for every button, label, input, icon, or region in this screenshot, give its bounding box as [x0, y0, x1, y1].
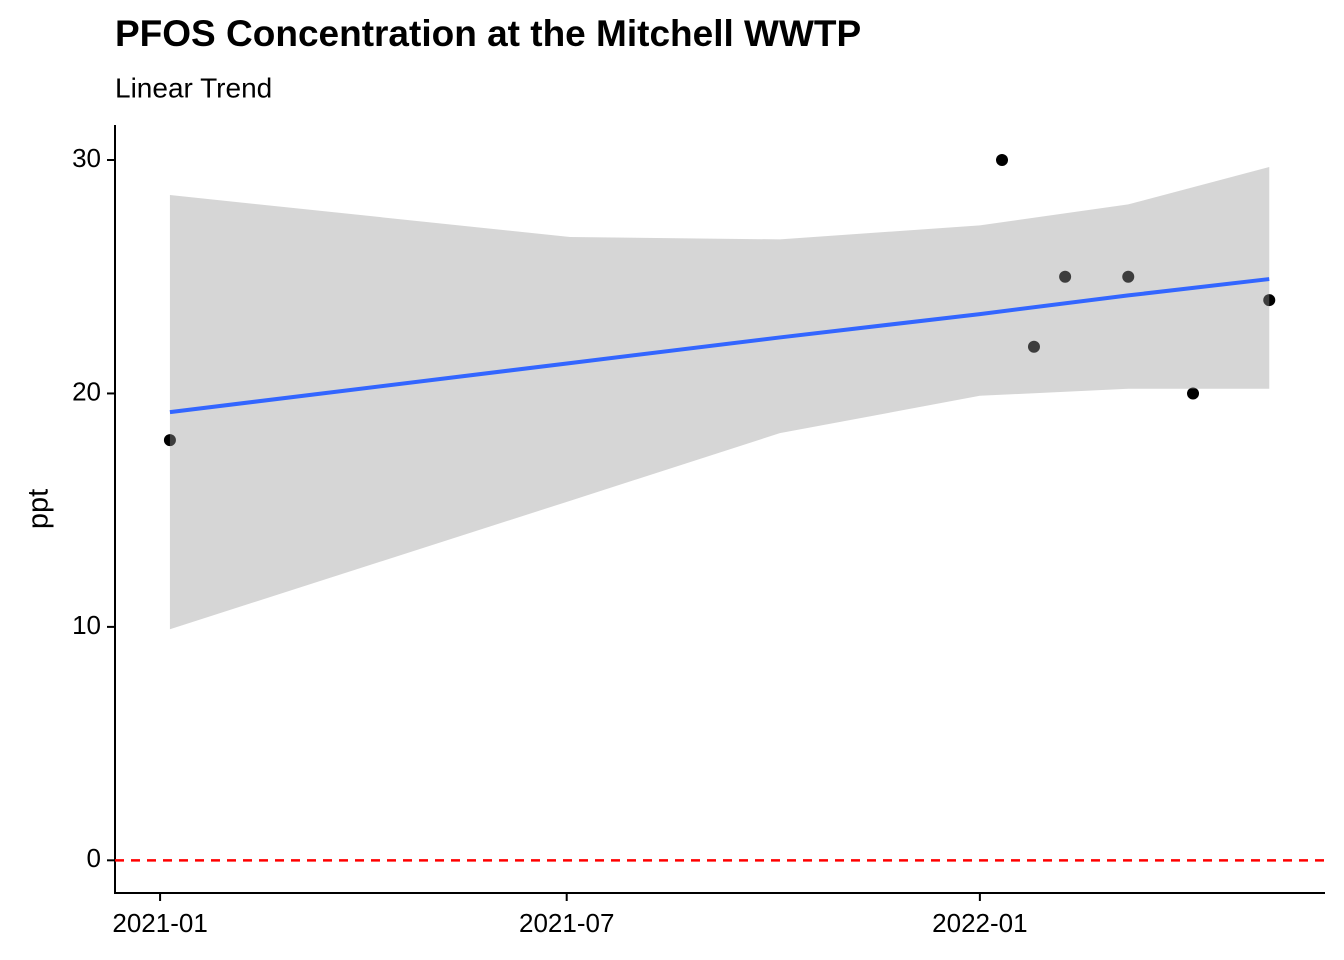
chart-subtitle: Linear Trend [115, 72, 272, 103]
y-axis-label: ppt [23, 489, 55, 529]
y-tick-label: 0 [87, 843, 101, 873]
data-point [1059, 270, 1072, 283]
x-tick-label: 2021-01 [112, 908, 207, 938]
x-tick-label: 2022-01 [932, 908, 1027, 938]
y-tick-label: 30 [72, 143, 101, 173]
data-point [1263, 294, 1276, 307]
data-point [1187, 387, 1200, 400]
data-point [996, 154, 1009, 167]
trend-line [169, 277, 1270, 415]
confidence-ribbon [169, 167, 1270, 630]
data-point [163, 434, 176, 447]
data-point [1122, 270, 1135, 283]
y-tick-label: 10 [72, 610, 101, 640]
chart-title: PFOS Concentration at the Mitchell WWTP [115, 13, 861, 54]
y-tick-label: 20 [72, 376, 101, 406]
data-point [1027, 340, 1040, 353]
x-tick-label: 2021-07 [519, 908, 614, 938]
